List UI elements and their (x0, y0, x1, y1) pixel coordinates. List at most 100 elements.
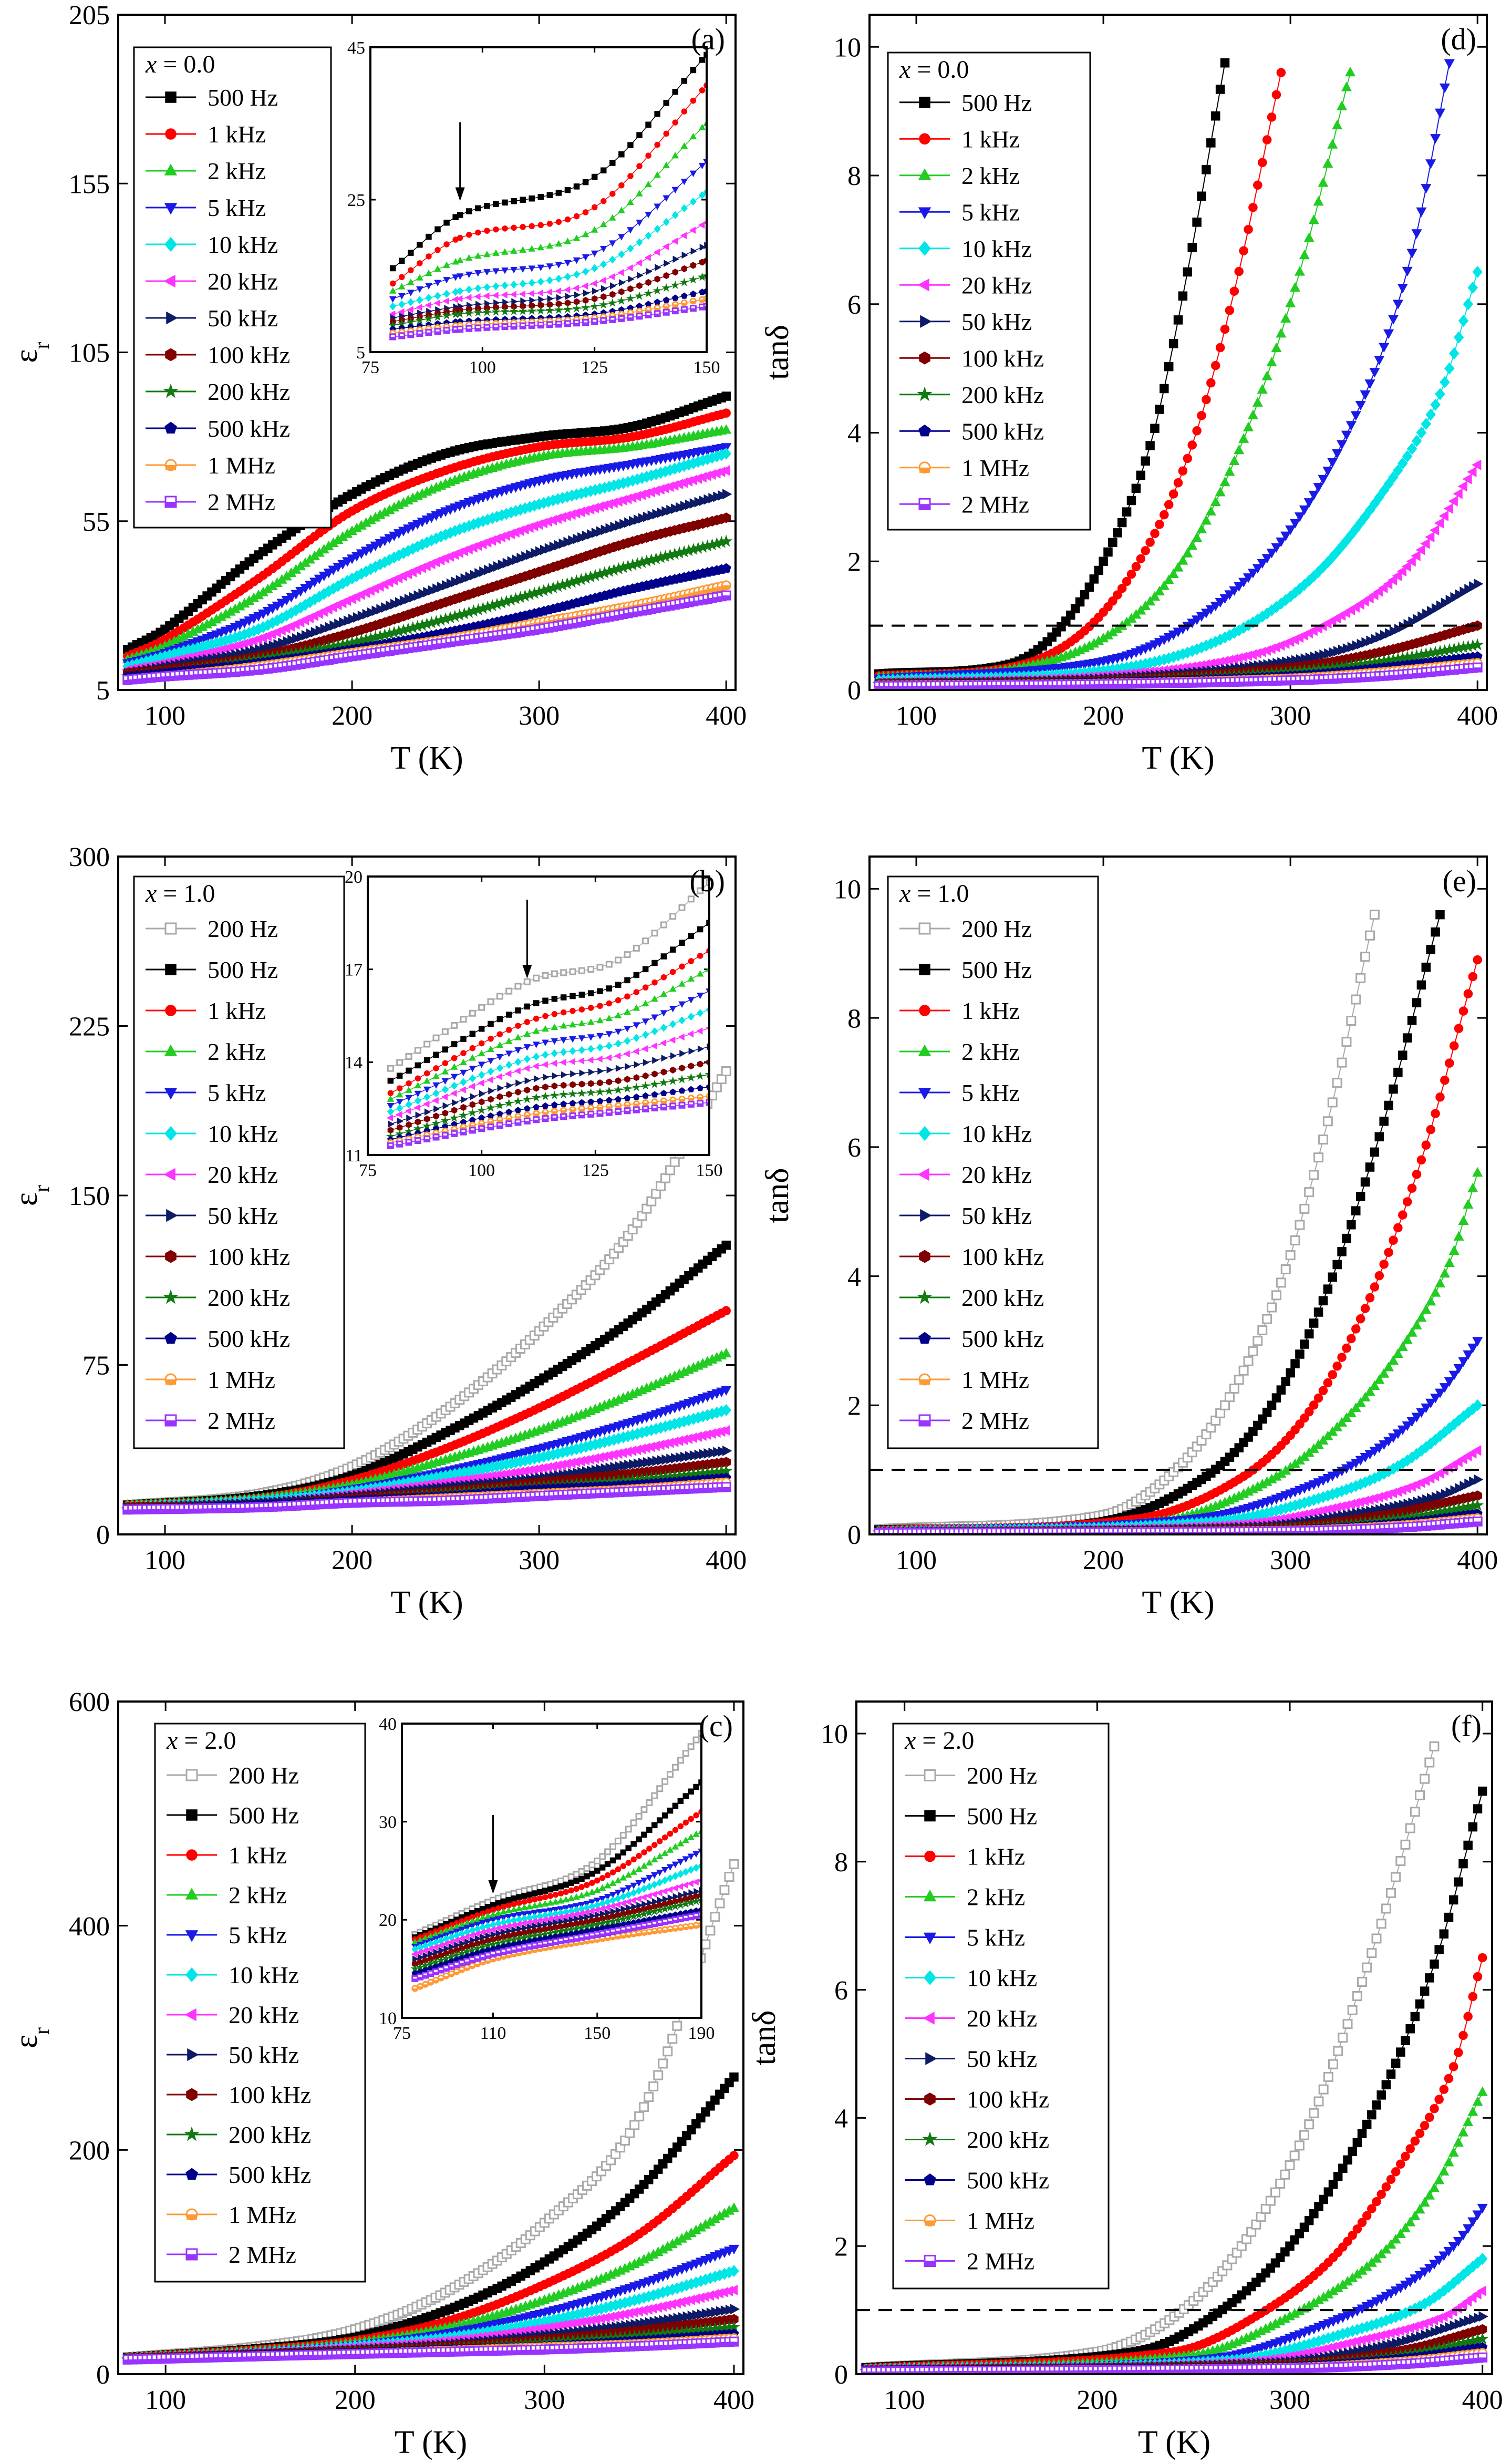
data-point (699, 243, 707, 251)
data-point-fill (565, 323, 571, 326)
y-tick-label: 14 (345, 1053, 363, 1073)
data-point-fill (712, 587, 721, 592)
data-point (654, 275, 660, 283)
data-point (493, 226, 499, 233)
data-point (398, 300, 406, 308)
data-point (606, 1066, 613, 1074)
data-point (496, 1054, 504, 1061)
x-tick-label: 125 (582, 1161, 609, 1180)
data-point (505, 1090, 512, 1098)
data-point (457, 287, 464, 295)
data-point (601, 1463, 610, 1474)
data-point (460, 1058, 467, 1066)
data-point (561, 1071, 568, 1079)
data-point-fill (643, 1102, 648, 1106)
data-point (519, 290, 525, 298)
data-point (666, 1453, 676, 1465)
legend-item: 100 kHz (146, 342, 290, 368)
data-point-fill (461, 1127, 466, 1130)
series-2-mhz (389, 303, 707, 341)
data-point (696, 1027, 703, 1035)
data-point (414, 1047, 421, 1054)
x-tick-label: 100 (144, 701, 185, 731)
data-point (542, 997, 548, 1004)
data-point (328, 565, 339, 575)
data-point (690, 67, 697, 74)
legend-label: 100 kHz (208, 342, 290, 368)
data-point (676, 502, 686, 513)
legend-marker (164, 203, 178, 215)
data-point (493, 201, 499, 208)
data-point (669, 913, 677, 920)
data-point-fill (570, 1109, 575, 1112)
series-group (386, 879, 709, 1149)
data-point (597, 1003, 603, 1009)
data-point (487, 998, 494, 1005)
data-point (450, 1113, 459, 1122)
data-point (264, 642, 274, 653)
data-point (643, 511, 653, 522)
data-point (537, 222, 544, 229)
data-point (564, 238, 572, 244)
data-point (660, 974, 667, 981)
series-10-khz (122, 447, 731, 673)
x-tick-label: 150 (694, 358, 720, 377)
data-point (488, 1096, 494, 1103)
data-point (698, 221, 705, 229)
data-point (688, 275, 698, 284)
data-point (697, 953, 703, 959)
series-2-mhz (122, 590, 731, 685)
data-point (606, 985, 613, 992)
data-point (451, 1099, 459, 1107)
data-point (483, 251, 491, 257)
legend-marker (163, 383, 179, 398)
data-point (474, 284, 482, 293)
data-point (679, 277, 689, 286)
data-point (678, 1001, 686, 1008)
data-point (654, 225, 661, 233)
data-point (624, 1095, 631, 1101)
data-point (423, 1086, 431, 1094)
data-point (478, 1040, 485, 1047)
data-point (451, 1055, 458, 1061)
data-point (560, 1081, 567, 1089)
series-10-khz (387, 1005, 709, 1116)
data-point (696, 993, 704, 999)
data-point (299, 584, 311, 594)
legend-item: 10 kHz (146, 231, 278, 258)
data-point (415, 1062, 421, 1069)
data-point (696, 1071, 705, 1080)
data-point (688, 958, 695, 964)
data-point (652, 509, 662, 520)
legend-marker-fill (165, 502, 176, 507)
data-point (512, 554, 522, 565)
data-point (488, 1035, 494, 1042)
data-point (609, 214, 616, 221)
data-point (633, 989, 640, 995)
data-point (387, 1077, 394, 1084)
data-point (610, 521, 620, 532)
data-point (407, 298, 415, 306)
data-point (442, 297, 449, 305)
data-point (582, 209, 589, 215)
data-point (551, 970, 558, 977)
data-point (615, 1039, 622, 1048)
data-point-fill (690, 301, 696, 304)
data-point (689, 226, 696, 234)
series-200-khz (388, 271, 707, 329)
data-point (428, 585, 438, 596)
data-point (554, 305, 563, 314)
data-point (404, 593, 415, 604)
data-point (718, 490, 728, 501)
data-point (506, 1082, 513, 1089)
legend-label: 500 Hz (208, 84, 278, 111)
data-point (514, 983, 522, 990)
data-point (614, 1012, 622, 1018)
data-point-fill (609, 319, 615, 323)
series-1-khz (387, 947, 709, 1096)
data-point-fill (634, 1104, 639, 1107)
data-point (582, 282, 588, 290)
data-point (487, 1058, 494, 1065)
data-point-fill (675, 595, 684, 600)
